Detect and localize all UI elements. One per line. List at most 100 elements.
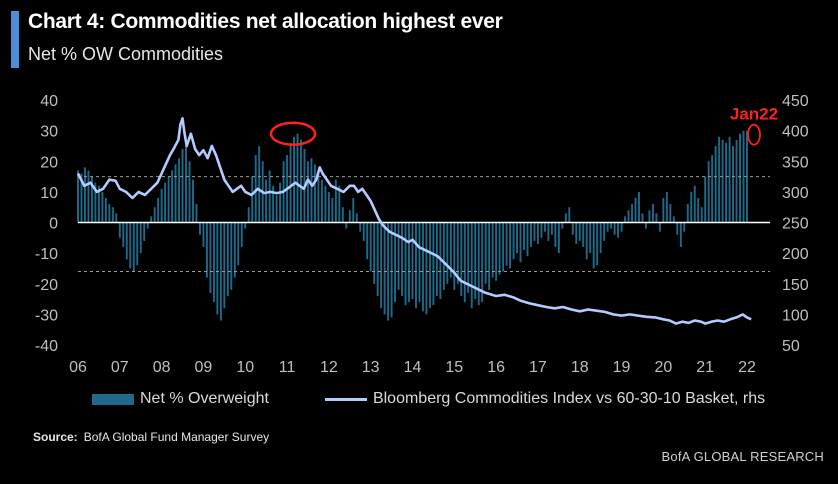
bar <box>223 222 226 309</box>
left-tick-label: 30 <box>40 124 58 141</box>
right-tick-label: 400 <box>782 124 809 141</box>
bar <box>345 222 348 229</box>
bar <box>118 222 121 238</box>
bar <box>369 222 372 272</box>
bar <box>80 173 83 223</box>
legend-swatch-bars <box>92 393 134 405</box>
bar <box>495 222 498 281</box>
bar <box>411 222 414 300</box>
bar <box>143 222 146 241</box>
right-tick-label: 100 <box>782 307 809 324</box>
bar <box>185 145 187 223</box>
bar <box>735 139 738 223</box>
bar <box>84 167 86 223</box>
bar <box>230 222 233 290</box>
x-tick-label: 14 <box>404 359 422 376</box>
x-tick-label: 19 <box>613 359 631 376</box>
bar <box>596 222 599 266</box>
bar <box>338 185 341 223</box>
legend-label-bars: Net % Overweight <box>140 390 269 407</box>
bar <box>240 222 243 247</box>
bar <box>578 222 581 241</box>
bar <box>139 222 142 254</box>
bar <box>87 170 90 223</box>
bar <box>408 222 410 303</box>
bar <box>543 222 546 232</box>
bar <box>425 222 428 315</box>
x-tick-label: 13 <box>362 359 380 376</box>
bar <box>449 222 452 278</box>
bar <box>645 222 647 229</box>
bar <box>526 222 529 257</box>
bar <box>599 222 602 254</box>
bar <box>550 222 553 235</box>
bar <box>362 222 365 241</box>
bar <box>122 222 125 247</box>
bar <box>94 182 97 223</box>
bar <box>624 216 627 223</box>
bar <box>289 142 292 223</box>
bar <box>540 222 543 238</box>
legend-item-line: Bloomberg Commodities Index vs 60-30-10 … <box>324 390 765 408</box>
bar <box>554 222 557 247</box>
left-tick-label: -10 <box>35 246 58 263</box>
bar <box>435 222 438 296</box>
bar <box>530 222 532 247</box>
bar <box>205 222 208 278</box>
bar <box>523 222 525 251</box>
bar <box>662 198 665 223</box>
x-tick-label: 16 <box>487 359 505 376</box>
bar <box>725 142 728 223</box>
bar <box>610 222 613 229</box>
bar <box>125 222 128 260</box>
bar <box>376 222 379 296</box>
x-tick-label: 09 <box>195 359 213 376</box>
bar <box>265 179 268 223</box>
bar <box>704 176 707 223</box>
bar <box>707 161 710 223</box>
source-note: Source: BofA Global Fund Manager Survey <box>33 430 269 444</box>
chart-subtitle: Net % OW Commodities <box>28 44 224 64</box>
bar <box>631 204 633 223</box>
bar <box>188 161 191 223</box>
bar <box>324 185 327 223</box>
bar <box>519 222 522 263</box>
x-tick-label: 20 <box>654 359 672 376</box>
bar <box>470 222 473 309</box>
bar <box>212 222 215 303</box>
right-tick-label: 50 <box>782 338 800 355</box>
brand-label: BofA GLOBAL RESEARCH <box>661 449 824 464</box>
x-tick-label: 06 <box>69 359 87 376</box>
bar <box>606 222 609 232</box>
bar <box>174 164 177 223</box>
bar-series-net-overweight <box>77 130 748 321</box>
bar <box>258 145 261 223</box>
x-tick-label: 11 <box>279 359 296 376</box>
bar <box>620 222 623 232</box>
bar <box>557 222 560 254</box>
bar <box>460 222 463 296</box>
bar <box>195 204 198 223</box>
bar <box>603 222 606 241</box>
bar <box>463 222 466 303</box>
bar <box>317 173 320 223</box>
bar <box>655 213 658 223</box>
bar <box>683 222 686 232</box>
bar <box>320 179 323 223</box>
source-label: Source: <box>33 430 78 444</box>
bar <box>219 222 222 321</box>
bar <box>502 222 505 272</box>
annotation-label: Jan22 <box>730 105 778 124</box>
x-tick-label: 17 <box>529 359 547 376</box>
bar <box>512 222 515 260</box>
left-tick-label: -30 <box>35 307 58 324</box>
annotation-ellipse <box>747 123 761 146</box>
bar <box>728 136 731 223</box>
bar <box>561 222 564 229</box>
right-y-axis: 450 400 350 300 250 200 150 100 50 <box>782 93 809 355</box>
x-tick-label: 21 <box>696 359 714 376</box>
bar <box>164 182 167 223</box>
bar <box>310 158 313 223</box>
bar <box>700 207 703 223</box>
bar <box>718 136 721 223</box>
